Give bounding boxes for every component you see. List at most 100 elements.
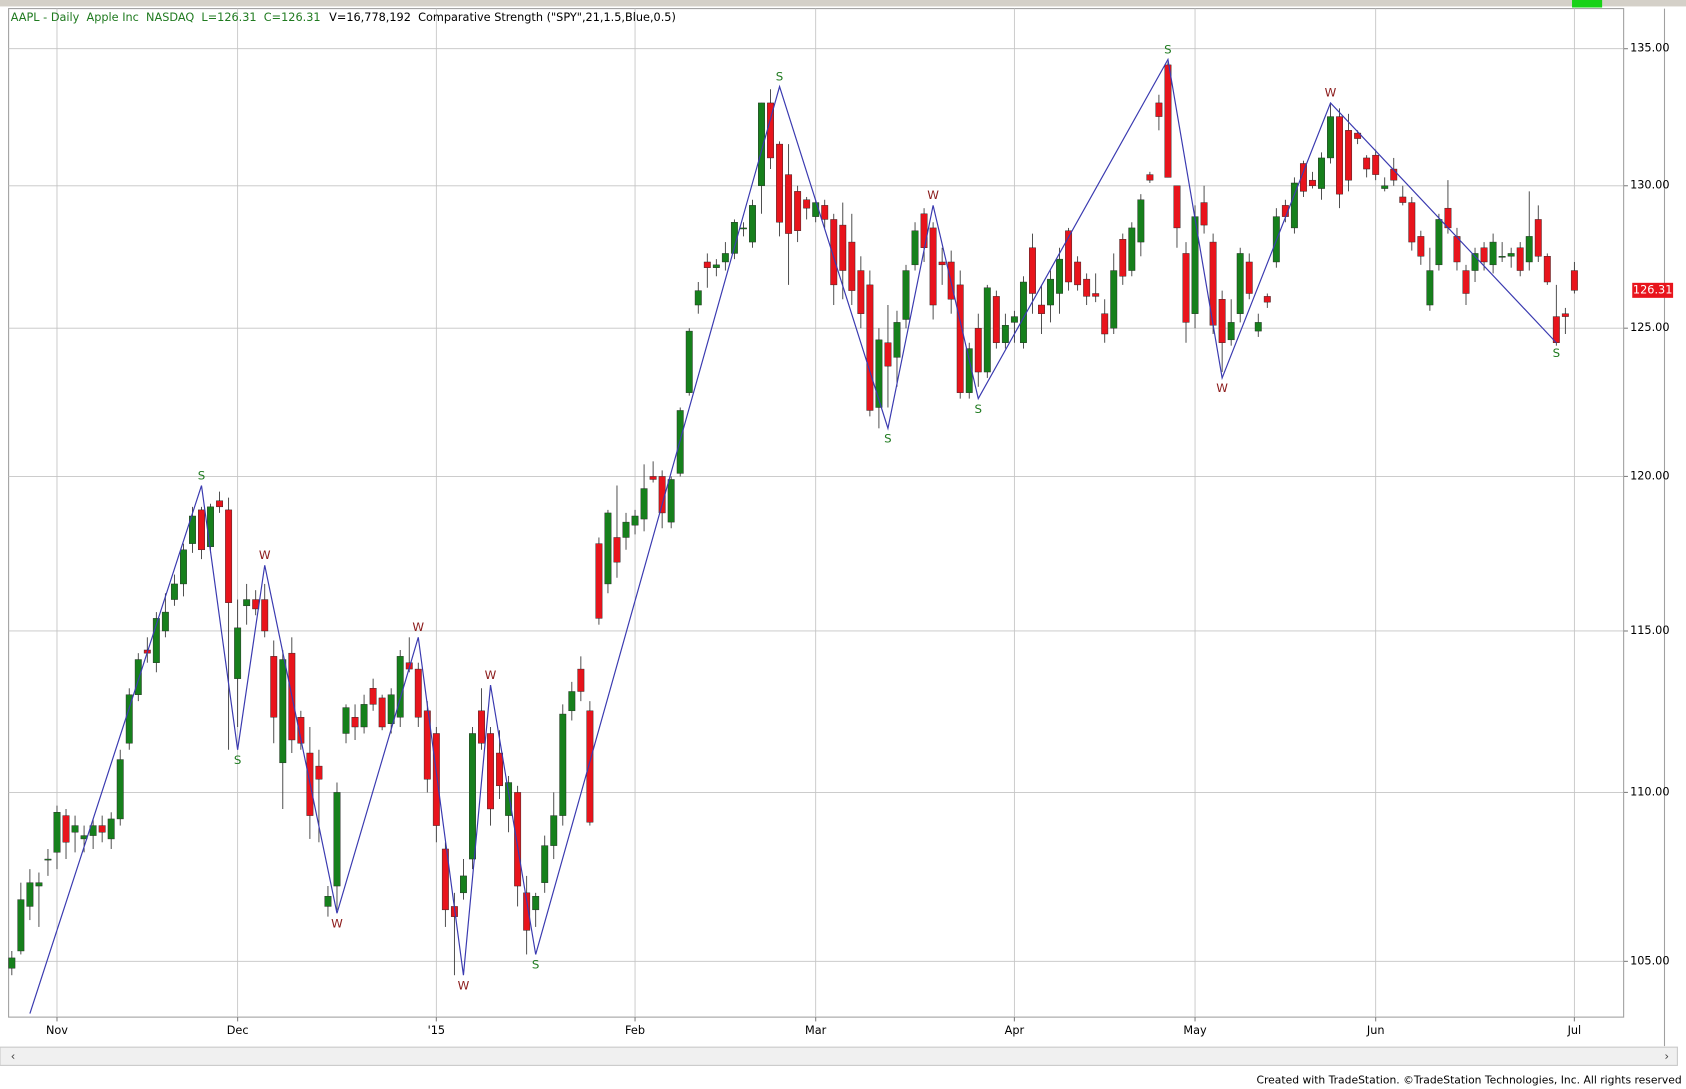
candle-body	[1065, 230, 1073, 283]
scrollbar[interactable]	[0, 1046, 1678, 1066]
zigzag-label: S	[975, 402, 983, 416]
x-tick-label: Nov	[46, 1024, 68, 1037]
zigzag-label: W	[1216, 381, 1228, 395]
candle-body	[559, 713, 567, 816]
candle-body	[983, 287, 991, 373]
candle-body	[71, 825, 79, 833]
candle-body	[1182, 253, 1190, 323]
candle-body	[857, 270, 865, 314]
candle-body	[414, 668, 422, 718]
candle-body	[541, 845, 549, 883]
candle-body	[667, 479, 675, 523]
y-tick-label: 130.00	[1630, 179, 1669, 192]
x-tick-label: Dec	[227, 1024, 249, 1037]
candle-body	[1525, 236, 1533, 263]
candle-body	[189, 515, 196, 544]
candle-body	[694, 290, 702, 306]
candle-body	[1399, 196, 1407, 203]
candle-body	[505, 782, 513, 816]
y-tick-label: 125.00	[1630, 321, 1669, 334]
candle-body	[315, 765, 323, 780]
marks	[8, 57, 1578, 1014]
candle-body	[1516, 247, 1524, 271]
zigzag-label: S	[1553, 346, 1561, 360]
candle-body	[161, 611, 169, 632]
candle-body	[198, 509, 205, 551]
candle-body	[1038, 304, 1045, 314]
candle-body	[1074, 261, 1082, 286]
candle-body	[378, 697, 386, 728]
scroll-right[interactable]: ›	[1664, 1050, 1669, 1063]
candle-body	[721, 253, 729, 263]
candle-body	[1372, 154, 1380, 175]
zigzag-label: W	[927, 188, 939, 202]
y-tick-label: 110.00	[1630, 785, 1669, 798]
candle-body	[712, 264, 720, 268]
candle-body	[1254, 322, 1262, 332]
scroll-left[interactable]: ‹	[11, 1050, 16, 1063]
candle-body	[459, 875, 467, 894]
candle-body	[1010, 316, 1018, 323]
candle-body	[803, 199, 811, 209]
y-tick-label: 105.00	[1630, 954, 1669, 967]
candle-body	[134, 659, 142, 695]
candle-body	[1417, 236, 1425, 257]
x-tick-label: Apr	[1005, 1024, 1025, 1037]
candle-body	[1480, 247, 1488, 263]
candle-body	[270, 656, 278, 718]
candle-body	[568, 691, 576, 712]
candle-body	[387, 694, 395, 724]
candle-body	[1489, 241, 1497, 266]
candle-body	[1263, 296, 1271, 303]
candle-body	[956, 284, 964, 393]
zigzag-label: S	[532, 958, 540, 972]
candle-body	[739, 227, 747, 230]
zigzag-label: S	[1164, 42, 1172, 56]
last-price-label: 126.31	[1633, 283, 1672, 296]
candle-body	[1155, 102, 1163, 117]
candle-body	[514, 792, 522, 887]
y-tick-label: 135.00	[1630, 42, 1669, 55]
candle-body	[53, 812, 61, 853]
candle-body	[821, 205, 829, 220]
footer: Created with TradeStation. ©TradeStation…	[1257, 1073, 1682, 1086]
candle-body	[1029, 247, 1036, 294]
candle-body	[1128, 227, 1136, 271]
candle-body	[1534, 219, 1542, 257]
candle-body	[1047, 278, 1054, 306]
candle-body	[1318, 157, 1325, 189]
candle-body	[1056, 258, 1063, 294]
candle-body	[35, 882, 43, 887]
zigzag-label: W	[331, 916, 343, 930]
candle-body	[297, 717, 305, 744]
candle-body	[234, 627, 242, 679]
plot-area	[8, 8, 1625, 1018]
candle-body	[243, 599, 251, 607]
header-indicator: V=16,778,192 Comparative Strength ("SPY"…	[329, 11, 676, 24]
candle-body	[685, 330, 693, 393]
candle-body	[496, 752, 504, 787]
zigzag-label: S	[776, 69, 784, 83]
x-tick-label: '15	[428, 1024, 445, 1037]
zigzag-line	[29, 57, 1557, 1014]
candle-body	[1462, 270, 1470, 294]
zigzag-label: W	[1325, 86, 1337, 100]
candle-body	[1236, 253, 1244, 314]
candle-body	[487, 733, 494, 810]
candle-body	[622, 521, 630, 538]
candle-body	[1435, 219, 1443, 266]
candle-body	[351, 717, 359, 728]
candle-body	[1543, 256, 1551, 283]
candle-body	[62, 815, 70, 843]
candle-body	[758, 102, 765, 186]
candle-body	[839, 224, 847, 271]
candle-body	[550, 815, 558, 846]
candle-body	[1363, 157, 1371, 170]
candle-body	[469, 733, 476, 860]
candle-body	[1200, 202, 1208, 226]
candle-body	[749, 205, 756, 243]
candle-body	[830, 219, 838, 286]
candle-body	[893, 322, 901, 358]
candle-body	[812, 202, 820, 217]
